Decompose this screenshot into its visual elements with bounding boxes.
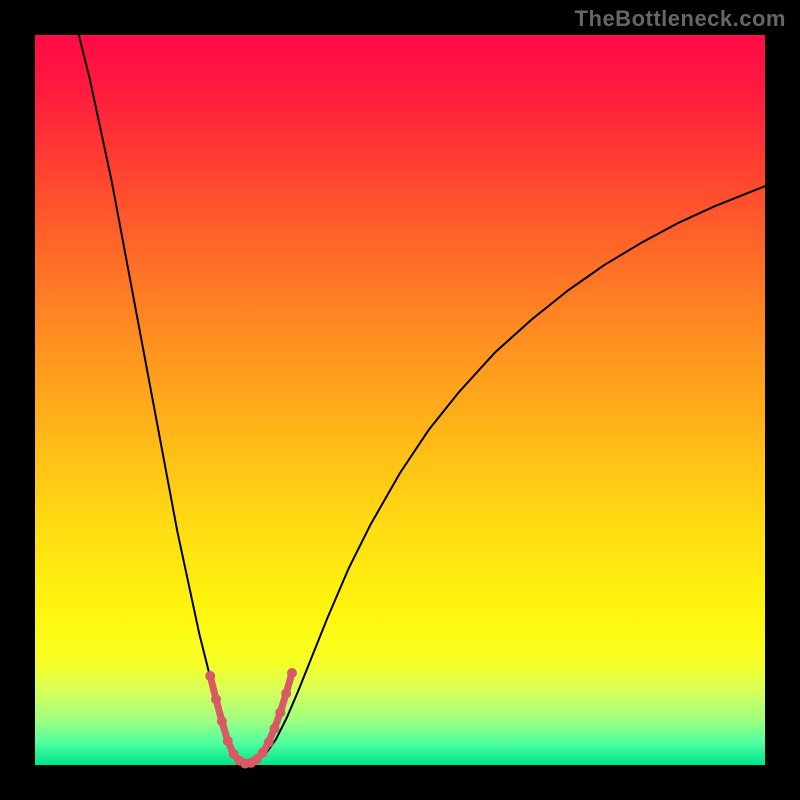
trough-marker	[217, 716, 227, 726]
trough-marker	[287, 668, 297, 678]
trough-marker	[275, 707, 285, 717]
trough-marker	[281, 688, 291, 698]
trough-marker	[269, 724, 279, 734]
trough-marker	[258, 748, 268, 758]
plot-background	[35, 35, 765, 765]
trough-marker	[211, 694, 221, 704]
plot-svg	[0, 0, 800, 800]
trough-marker	[264, 737, 274, 747]
trough-marker	[223, 736, 233, 746]
trough-marker	[205, 671, 215, 681]
chart-container: TheBottleneck.com	[0, 0, 800, 800]
